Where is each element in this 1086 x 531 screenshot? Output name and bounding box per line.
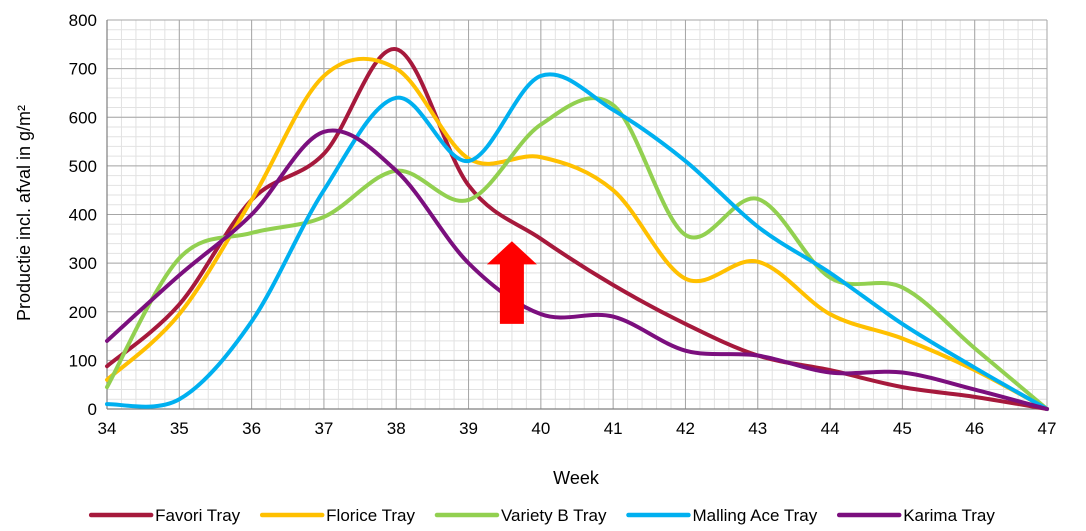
x-axis-title: Week (553, 468, 600, 488)
x-tick-label: 44 (821, 419, 840, 438)
legend-label-karima-tray: Karima Tray (903, 506, 995, 525)
y-tick-label: 400 (69, 206, 97, 225)
x-tick-label: 45 (893, 419, 912, 438)
x-tick-label: 34 (98, 419, 117, 438)
y-tick-label: 500 (69, 157, 97, 176)
x-tick-label: 37 (314, 419, 333, 438)
y-tick-label: 100 (69, 351, 97, 370)
x-tick-label: 39 (459, 419, 478, 438)
series-line-karima-tray (105, 128, 1049, 411)
x-tick-label: 38 (387, 419, 406, 438)
x-tick-label: 40 (531, 419, 550, 438)
y-tick-label: 0 (88, 400, 97, 419)
series-line-malling-ace-tray (105, 72, 1049, 411)
legend-label-florice-tray: Florice Tray (326, 506, 415, 525)
series-line-florice-tray (105, 56, 1049, 411)
x-tick-label: 35 (170, 419, 189, 438)
x-tick-label: 47 (1038, 419, 1057, 438)
legend-label-variety-b-tray: Variety B Tray (501, 506, 607, 525)
y-tick-label: 600 (69, 108, 97, 127)
y-tick-label: 300 (69, 254, 97, 273)
x-tick-label: 36 (242, 419, 261, 438)
up-arrow-annotation (486, 241, 537, 324)
annotation-layer (486, 241, 537, 324)
x-tick-label: 43 (748, 419, 767, 438)
legend-label-favori-tray: Favori Tray (155, 506, 241, 525)
tick-labels: 0 100 200 300 400 500 600 700 800 34 35 36 37 38 39 40 4… (69, 11, 1057, 438)
major-gridlines (106, 19, 1048, 410)
x-tick-label: 46 (965, 419, 984, 438)
y-tick-label: 200 (69, 303, 97, 322)
axes (106, 20, 1047, 410)
x-tick-label: 42 (676, 419, 695, 438)
x-tick-label: 41 (604, 419, 623, 438)
legend: Favori Tray Florice Tray Variety B Tray Mal… (88, 506, 995, 525)
y-axis-title: Productie incl. afval in g/m² (14, 105, 34, 321)
series-layer (105, 47, 1049, 411)
series-line-variety-b-tray (105, 96, 1049, 411)
legend-label-malling-ace-tray: Malling Ace Tray (692, 506, 817, 525)
y-tick-label: 800 (69, 11, 97, 30)
y-tick-label: 700 (69, 60, 97, 79)
